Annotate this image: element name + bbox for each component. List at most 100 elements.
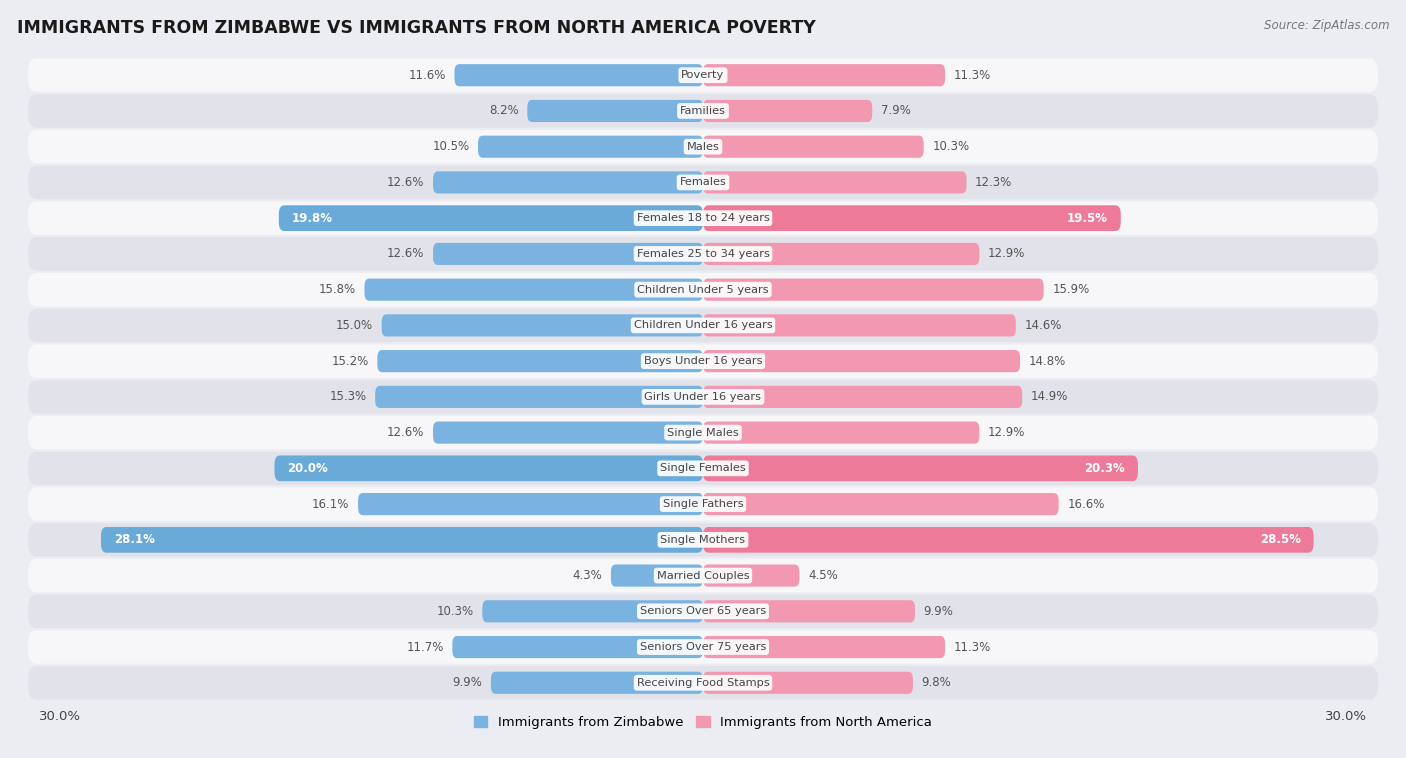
Text: Males: Males <box>686 142 720 152</box>
FancyBboxPatch shape <box>703 493 1059 515</box>
Text: 8.2%: 8.2% <box>489 105 519 117</box>
FancyBboxPatch shape <box>28 452 1378 485</box>
Text: 12.9%: 12.9% <box>988 426 1025 439</box>
FancyBboxPatch shape <box>274 456 703 481</box>
Text: 28.5%: 28.5% <box>1260 534 1301 547</box>
FancyBboxPatch shape <box>28 487 1378 521</box>
Text: 14.6%: 14.6% <box>1025 319 1062 332</box>
FancyBboxPatch shape <box>454 64 703 86</box>
Text: Receiving Food Stamps: Receiving Food Stamps <box>637 678 769 688</box>
FancyBboxPatch shape <box>28 523 1378 556</box>
Text: 4.3%: 4.3% <box>572 569 602 582</box>
Text: 9.8%: 9.8% <box>921 676 952 689</box>
FancyBboxPatch shape <box>433 421 703 443</box>
FancyBboxPatch shape <box>28 344 1378 377</box>
FancyBboxPatch shape <box>28 237 1378 271</box>
Text: 15.2%: 15.2% <box>332 355 368 368</box>
FancyBboxPatch shape <box>453 636 703 658</box>
FancyBboxPatch shape <box>703 136 924 158</box>
FancyBboxPatch shape <box>381 315 703 337</box>
FancyBboxPatch shape <box>703 672 912 694</box>
FancyBboxPatch shape <box>491 672 703 694</box>
FancyBboxPatch shape <box>28 631 1378 664</box>
FancyBboxPatch shape <box>703 279 1043 301</box>
FancyBboxPatch shape <box>703 243 980 265</box>
FancyBboxPatch shape <box>359 493 703 515</box>
Text: Females: Females <box>679 177 727 187</box>
FancyBboxPatch shape <box>375 386 703 408</box>
FancyBboxPatch shape <box>278 205 703 231</box>
Text: 20.0%: 20.0% <box>287 462 328 475</box>
Text: Children Under 16 years: Children Under 16 years <box>634 321 772 330</box>
FancyBboxPatch shape <box>482 600 703 622</box>
Text: 14.8%: 14.8% <box>1029 355 1066 368</box>
FancyBboxPatch shape <box>364 279 703 301</box>
Text: 12.6%: 12.6% <box>387 176 425 189</box>
Text: 12.6%: 12.6% <box>387 247 425 261</box>
FancyBboxPatch shape <box>703 386 1022 408</box>
FancyBboxPatch shape <box>703 64 945 86</box>
FancyBboxPatch shape <box>433 243 703 265</box>
FancyBboxPatch shape <box>703 421 980 443</box>
Text: Children Under 5 years: Children Under 5 years <box>637 285 769 295</box>
Text: 12.9%: 12.9% <box>988 247 1025 261</box>
Text: 11.6%: 11.6% <box>409 69 446 82</box>
FancyBboxPatch shape <box>610 565 703 587</box>
FancyBboxPatch shape <box>703 527 1313 553</box>
FancyBboxPatch shape <box>478 136 703 158</box>
Text: 12.6%: 12.6% <box>387 426 425 439</box>
Text: 15.9%: 15.9% <box>1052 283 1090 296</box>
Text: Families: Families <box>681 106 725 116</box>
FancyBboxPatch shape <box>703 100 872 122</box>
Text: 12.3%: 12.3% <box>976 176 1012 189</box>
Text: Females 25 to 34 years: Females 25 to 34 years <box>637 249 769 259</box>
Text: 16.6%: 16.6% <box>1067 497 1105 511</box>
Text: IMMIGRANTS FROM ZIMBABWE VS IMMIGRANTS FROM NORTH AMERICA POVERTY: IMMIGRANTS FROM ZIMBABWE VS IMMIGRANTS F… <box>17 19 815 37</box>
FancyBboxPatch shape <box>703 315 1015 337</box>
Text: Seniors Over 75 years: Seniors Over 75 years <box>640 642 766 652</box>
Text: 10.5%: 10.5% <box>433 140 470 153</box>
Text: 15.0%: 15.0% <box>336 319 373 332</box>
FancyBboxPatch shape <box>28 381 1378 414</box>
Text: 7.9%: 7.9% <box>880 105 911 117</box>
Text: 20.3%: 20.3% <box>1084 462 1125 475</box>
Text: 14.9%: 14.9% <box>1031 390 1069 403</box>
FancyBboxPatch shape <box>28 273 1378 306</box>
FancyBboxPatch shape <box>101 527 703 553</box>
Text: 9.9%: 9.9% <box>924 605 953 618</box>
FancyBboxPatch shape <box>28 309 1378 342</box>
Text: 10.3%: 10.3% <box>437 605 474 618</box>
Text: Single Fathers: Single Fathers <box>662 499 744 509</box>
FancyBboxPatch shape <box>703 171 966 193</box>
Text: Seniors Over 65 years: Seniors Over 65 years <box>640 606 766 616</box>
FancyBboxPatch shape <box>28 202 1378 235</box>
Text: 19.8%: 19.8% <box>291 211 333 224</box>
Text: Poverty: Poverty <box>682 70 724 80</box>
Text: Boys Under 16 years: Boys Under 16 years <box>644 356 762 366</box>
Text: 16.1%: 16.1% <box>312 497 350 511</box>
FancyBboxPatch shape <box>527 100 703 122</box>
Text: 10.3%: 10.3% <box>932 140 969 153</box>
Legend: Immigrants from Zimbabwe, Immigrants from North America: Immigrants from Zimbabwe, Immigrants fro… <box>468 711 938 735</box>
Text: 15.3%: 15.3% <box>329 390 367 403</box>
FancyBboxPatch shape <box>703 350 1021 372</box>
Text: Married Couples: Married Couples <box>657 571 749 581</box>
FancyBboxPatch shape <box>28 166 1378 199</box>
Text: 15.8%: 15.8% <box>319 283 356 296</box>
FancyBboxPatch shape <box>28 94 1378 127</box>
FancyBboxPatch shape <box>703 600 915 622</box>
FancyBboxPatch shape <box>28 58 1378 92</box>
FancyBboxPatch shape <box>28 130 1378 164</box>
FancyBboxPatch shape <box>703 565 800 587</box>
Text: 11.3%: 11.3% <box>953 69 991 82</box>
Text: Single Mothers: Single Mothers <box>661 535 745 545</box>
Text: 11.3%: 11.3% <box>953 641 991 653</box>
Text: Females 18 to 24 years: Females 18 to 24 years <box>637 213 769 223</box>
FancyBboxPatch shape <box>377 350 703 372</box>
FancyBboxPatch shape <box>28 666 1378 700</box>
Text: 11.7%: 11.7% <box>406 641 444 653</box>
FancyBboxPatch shape <box>703 456 1137 481</box>
FancyBboxPatch shape <box>433 171 703 193</box>
Text: 28.1%: 28.1% <box>114 534 155 547</box>
Text: 19.5%: 19.5% <box>1067 211 1108 224</box>
